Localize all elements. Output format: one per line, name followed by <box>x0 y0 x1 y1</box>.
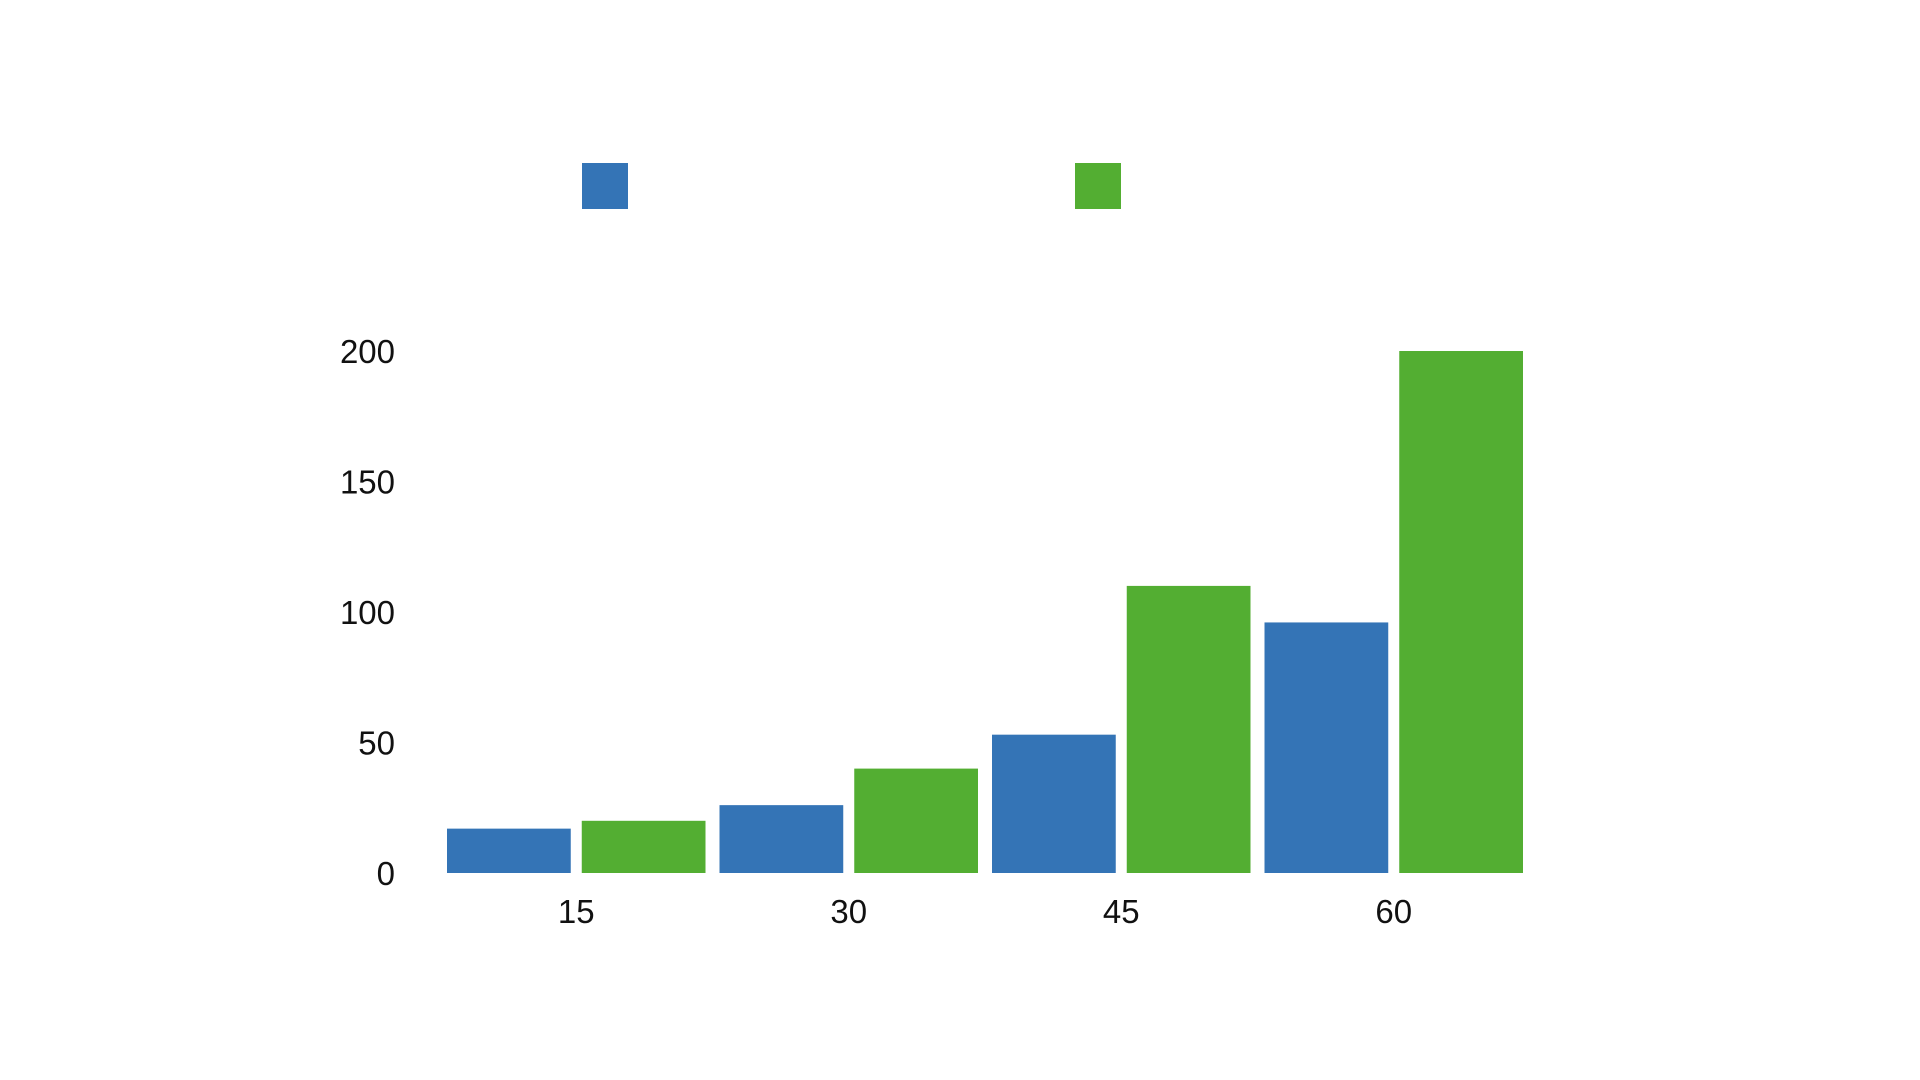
y-tick-label: 150 <box>340 464 395 501</box>
legend-swatch-1 <box>582 163 628 209</box>
x-tick-label: 60 <box>1375 893 1412 930</box>
bar-series2-45 <box>1126 585 1251 873</box>
bar-series2-60 <box>1399 351 1523 873</box>
y-tick-label: 100 <box>340 594 395 631</box>
y-tick-label: 200 <box>340 333 395 370</box>
y-axis: 0 50 100 150 200 <box>340 333 395 892</box>
x-axis: 15 30 45 60 <box>558 893 1412 930</box>
y-tick-label: 0 <box>377 855 395 892</box>
x-tick-label: 30 <box>830 893 867 930</box>
x-tick-label: 15 <box>558 893 595 930</box>
legend-swatch-2 <box>1075 163 1121 209</box>
x-tick-label: 45 <box>1103 893 1140 930</box>
bar-series1-60 <box>1264 622 1389 873</box>
bar-series2-30 <box>854 768 978 873</box>
bars <box>447 351 1523 873</box>
y-tick-label: 50 <box>358 725 395 762</box>
legend <box>582 163 1121 209</box>
bar-series1-15 <box>447 828 571 873</box>
bar-series1-45 <box>992 734 1116 873</box>
bar-series1-30 <box>719 805 844 873</box>
bar-series2-15 <box>581 820 706 873</box>
